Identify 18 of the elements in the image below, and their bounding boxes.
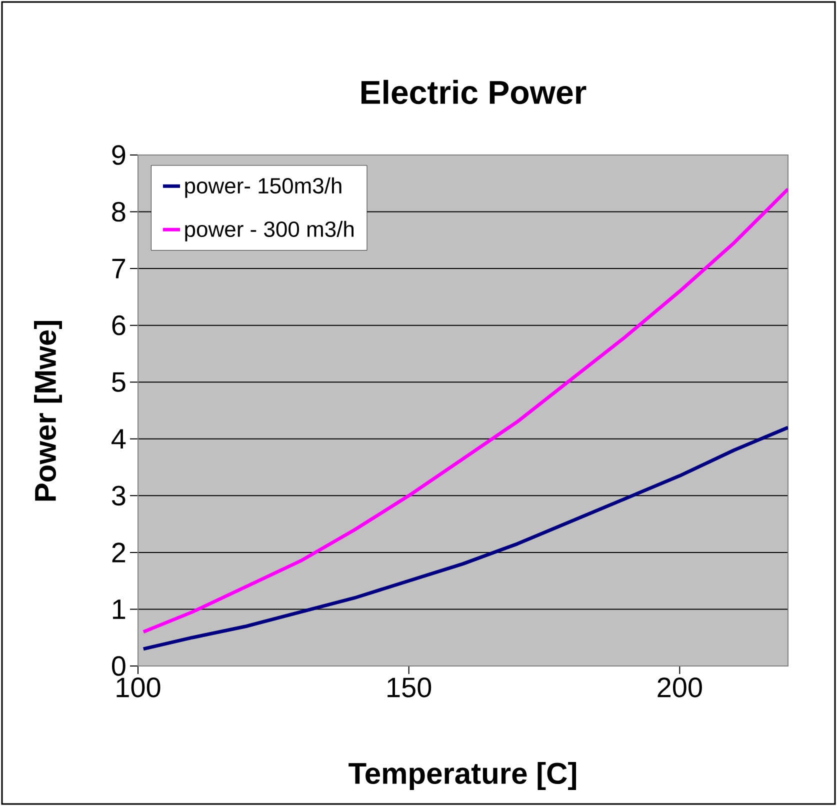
chart-title: Electric Power	[362, 80, 586, 104]
y-tick-label: 2	[112, 542, 126, 562]
legend-label: power- 150m3/h	[185, 177, 342, 198]
y-tick-label: 4	[112, 429, 126, 449]
y-tick-label: 3	[112, 486, 126, 506]
x-tick-label: 150	[388, 678, 432, 698]
y-tick-label: 9	[112, 145, 126, 165]
y-tick-label: 0	[112, 656, 126, 676]
y-tick-label: 1	[113, 600, 126, 619]
x-tick-label: 200	[658, 678, 702, 698]
y-tick-label: 5	[112, 372, 126, 392]
y-tick-label: 8	[112, 202, 126, 222]
legend-label: power - 300 m3/h	[185, 220, 354, 242]
y-tick-label: 6	[112, 315, 126, 336]
x-axis-title: Temperature [C]	[348, 762, 576, 790]
y-tick-label: 7	[112, 258, 126, 278]
y-axis-title: Power [Mwe]	[34, 321, 62, 501]
x-tick-label: 100	[116, 678, 160, 698]
